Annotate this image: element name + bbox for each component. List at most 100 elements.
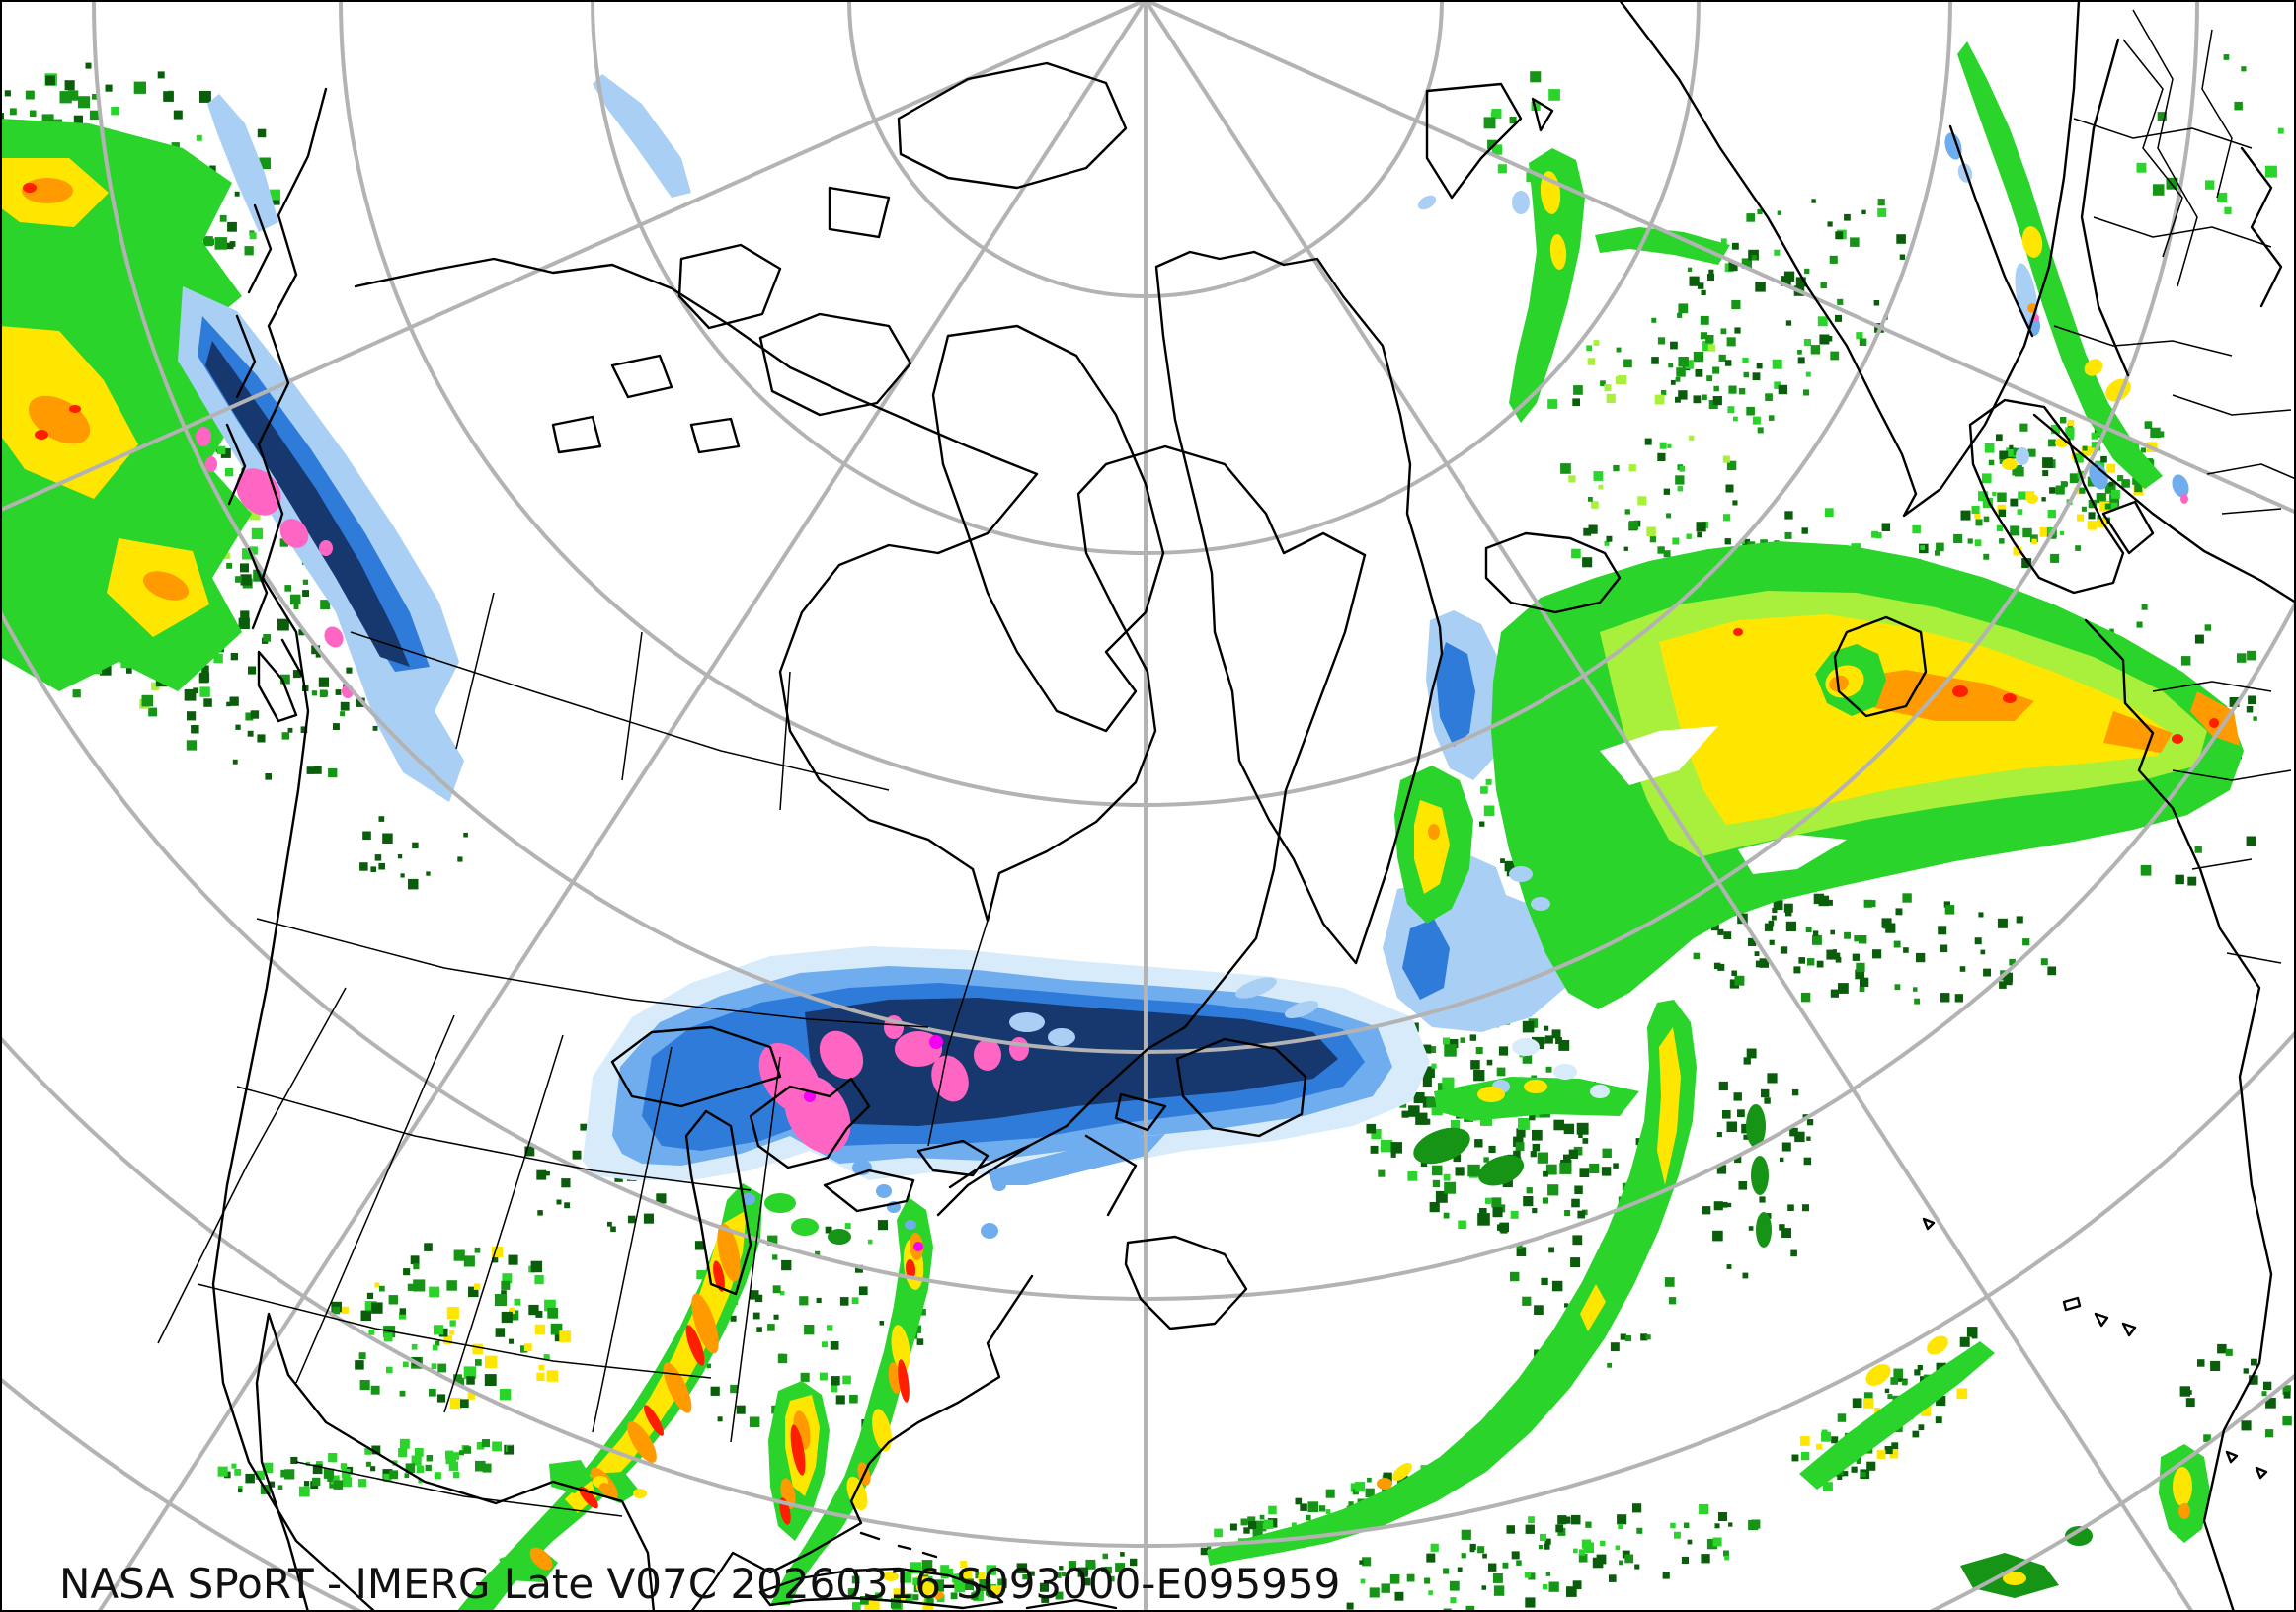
precip-dryslot-pale1 — [1512, 1038, 1540, 1056]
speckle-norwegian-sea-field — [1547, 317, 1775, 539]
precip-cuba-y1 — [916, 1582, 936, 1594]
precip-coastal-magenta — [913, 1242, 923, 1251]
precip-bc-pink3 — [196, 427, 211, 446]
precip-dryslot-pale3 — [1590, 1085, 1610, 1098]
precip-gl-bluespot4 — [992, 1179, 1006, 1191]
precip-norway-band — [1957, 41, 2163, 489]
precip-bc-pink2 — [279, 519, 309, 548]
precip-frag-g2-b — [1477, 1155, 1525, 1186]
island-small-arctic — [551, 354, 741, 454]
precip-appalachian-r4 — [713, 1260, 725, 1292]
precip-lowblob-cell2 — [2065, 1526, 2093, 1546]
island-banks — [677, 243, 782, 330]
precip-pac-red1 — [23, 183, 37, 193]
coast-baltic-south — [2032, 413, 2296, 604]
precip-comma-head-hole2 — [1738, 835, 1847, 874]
border-baltics — [2206, 463, 2296, 515]
precip-frag-g2-a — [1413, 1127, 1470, 1165]
border-us-arc2 — [236, 1086, 752, 1191]
precip-gl-pink6 — [974, 1039, 1001, 1071]
precip-appalachian-o3 — [663, 1362, 692, 1413]
precip-bc-pink5 — [324, 626, 344, 648]
border-russia-2 — [2201, 29, 2233, 199]
coast-white-sea — [2240, 146, 2283, 308]
precip-ne-cluster1 — [764, 1193, 796, 1213]
border-state-r2 — [295, 1014, 455, 1384]
precip-gl-bluespot2 — [876, 1184, 892, 1198]
coastline-layer — [211, 0, 2296, 1612]
precip-appalachian-r2 — [644, 1405, 664, 1436]
precip-gl-pink7 — [1009, 1037, 1029, 1061]
coast-newfoundland — [1175, 1037, 1307, 1138]
coast-denmark — [2101, 500, 2155, 555]
precip-northsea-pink — [2180, 494, 2188, 504]
precip-head-red2 — [2003, 693, 2017, 703]
coast-bothnia-finland — [1948, 38, 2130, 377]
lake-superior — [610, 1025, 782, 1108]
precip-gl-magenta1 — [929, 1035, 943, 1049]
coast-arctic-mainland — [354, 257, 1367, 923]
precip-frag2-dash3 — [1756, 1212, 1772, 1248]
product-title-label: NASA SPoRT - IMERG Late V07C 20260316-S0… — [59, 1560, 1340, 1608]
precip-gl-pink2 — [784, 1075, 851, 1154]
precip-coastal-y2 — [891, 1325, 910, 1372]
island-ellesmere-group — [828, 61, 1128, 239]
precip-janmayen-arc-east — [1595, 227, 1730, 265]
precip-janmayen-hook — [1509, 148, 1585, 423]
precip-mid-atlantic-frag — [1799, 1341, 1995, 1490]
precip-georgia-red1 — [790, 1424, 806, 1476]
precip-appalachian-o1 — [717, 1223, 741, 1282]
precip-frag2-dash2 — [1751, 1156, 1769, 1195]
precip-front-tail-yellow — [1657, 1027, 1681, 1185]
speckle-comma-head-south — [1693, 893, 2057, 1005]
precip-front-tail-band — [1207, 1000, 1697, 1566]
precip-morocco-yellow — [2173, 1467, 2192, 1506]
coast-gulf-stlawrence — [936, 1092, 1167, 1217]
precip-dryslot-snow-core — [1402, 919, 1450, 1000]
precip-stlawrence-finger — [988, 1134, 1165, 1185]
islands-azores — [1922, 1217, 2268, 1480]
coast-us-east-gulf — [255, 1274, 1034, 1612]
precip-northsea-blue1 — [2089, 462, 2108, 490]
coast-labrador — [948, 553, 1367, 1189]
precip-pacific-rain-mass — [0, 119, 252, 691]
precip-head-red6 — [2209, 718, 2219, 728]
precip-lowblob-yellow — [2003, 1572, 2026, 1585]
coast-great-britain — [1968, 398, 2125, 595]
precip-ungava-blue2 — [1048, 1028, 1075, 1046]
precip-gl-pink3 — [819, 1030, 864, 1080]
border-state-r4 — [592, 1046, 673, 1433]
speckle-yukon-dots — [359, 816, 468, 890]
coast-alaska-islands — [225, 203, 304, 678]
precip-northsea-blue2 — [2172, 474, 2189, 498]
precip-coastal-blue2 — [905, 1220, 916, 1230]
precip-gtip-streak1 — [1235, 977, 1277, 999]
coast-vancouver-island — [257, 650, 298, 723]
precip-gtip-streak2 — [1284, 1000, 1319, 1019]
precip-ne-cluster2 — [791, 1218, 819, 1236]
border-state-r3 — [443, 1034, 564, 1413]
precip-coastal-red1 — [898, 1359, 910, 1403]
precip-pac-red2 — [35, 430, 48, 440]
precip-cuba-y2 — [883, 1572, 899, 1581]
precip-svalbard-blue — [1512, 191, 1530, 214]
precip-morocco-orange — [2178, 1503, 2190, 1519]
precip-bc-pink7 — [319, 540, 333, 556]
precip-panhandle-y2 — [633, 1489, 647, 1498]
precip-tail-yellow-dash — [1392, 1463, 1412, 1481]
speckle-tail-east-speckle — [1702, 1048, 1814, 1279]
coast-svalbard — [1425, 82, 1554, 200]
speckle-gulf-coast-line — [217, 1438, 515, 1497]
precip-bc-snow-navy — [205, 341, 410, 667]
lake-michigan — [684, 1109, 752, 1296]
coast-iceland — [1484, 531, 1622, 614]
precip-janmayen-y2 — [1549, 234, 1567, 270]
precip-uk-y3 — [2026, 494, 2038, 504]
precip-gl-pink5 — [931, 1055, 969, 1102]
precip-greenland-e-dash — [1417, 195, 1437, 210]
precip-head-red1 — [1952, 685, 1968, 697]
border-russia-1 — [2122, 39, 2183, 258]
border-russia-6 — [2172, 394, 2292, 416]
precip-arctic-blue-streak2 — [593, 74, 691, 198]
